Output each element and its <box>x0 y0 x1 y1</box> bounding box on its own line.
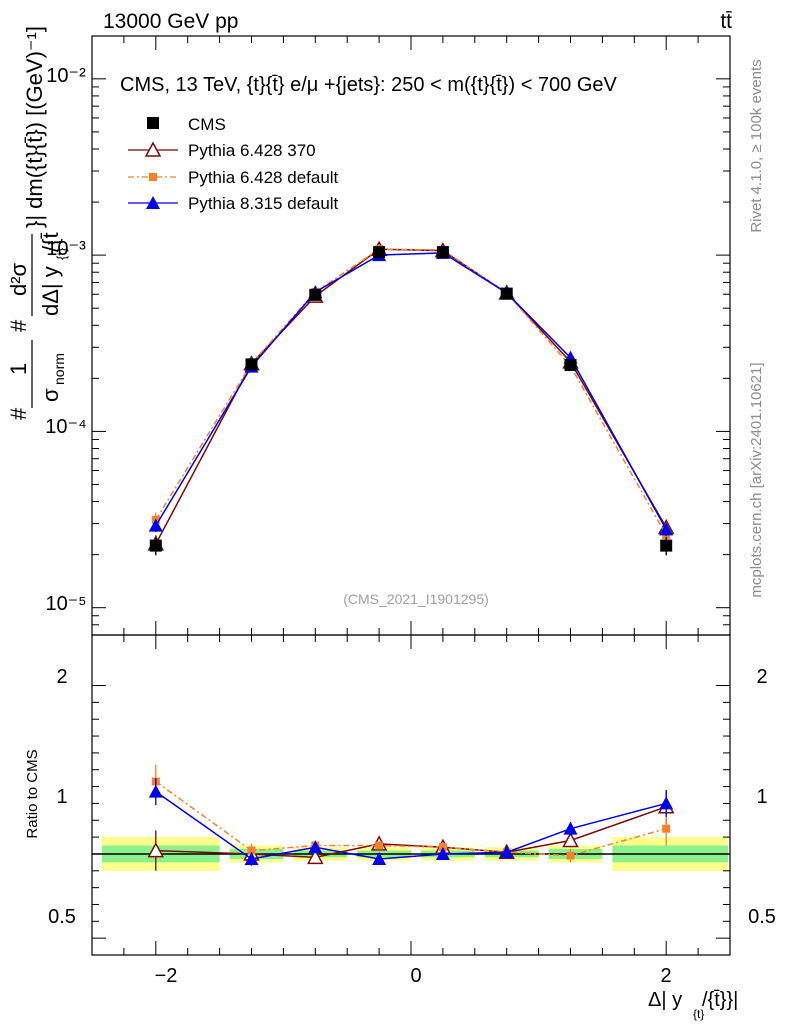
x-title-main: Δ| y <box>648 989 682 1011</box>
legend-label-pythia6-default: Pythia 6.428 default <box>188 168 339 187</box>
ratio-line-pythia6_default <box>155 780 667 857</box>
plot-title: CMS, 13 TeV, {t}{t̄} e/μ +{jets}: 250 < … <box>120 74 618 96</box>
data-point-cms <box>245 358 258 371</box>
legend-marker-pythia6-370 <box>144 141 162 157</box>
data-point-cms <box>436 246 449 259</box>
analysis-watermark: (CMS_2021_I1901295) <box>343 591 489 607</box>
series-line-pythia6_default <box>155 248 667 536</box>
x-title-sub: {t} <box>693 1007 704 1021</box>
ratio-point-pythia8_default <box>148 784 163 798</box>
y-tick-label-1e-2: 10⁻² <box>46 65 86 87</box>
ratio-axis-ticks <box>91 635 731 955</box>
ratio-frame <box>91 634 731 956</box>
main-data-layer <box>147 240 675 556</box>
data-point-cms <box>500 287 513 300</box>
ratio-tick-label-1-right: 1 <box>756 786 767 808</box>
data-point-cms <box>149 539 162 552</box>
ratio-line-pythia6_370 <box>155 806 667 859</box>
y-title-hash: # <box>6 407 31 420</box>
ratio-line-pythia8_default <box>155 791 667 860</box>
ratio-tick-label-2-right: 2 <box>756 666 767 688</box>
ratio-data-layer <box>147 764 675 871</box>
mcplots-label: mcplots.cern.ch [arXiv:2401.10621] <box>748 362 765 597</box>
y-title-ddelta: dΔ| y <box>38 266 63 316</box>
ratio-tick-label-2-left: 2 <box>56 666 67 688</box>
ratio-y-axis-title: Ratio to CMS <box>24 749 41 838</box>
series-line-pythia8_default <box>155 252 667 530</box>
y-title-d2sigma: d²σ <box>6 262 31 296</box>
ratio-point-pythia8_default <box>308 840 323 854</box>
ratio-point-pythia6_default <box>375 841 384 850</box>
data-point-cms <box>373 246 386 259</box>
legend-label-cms: CMS <box>188 115 226 134</box>
x-title-tail: /{t̄}}| <box>702 989 738 1011</box>
y-title-tail: }| dm({t}{t̄}) [(GeV)⁻¹] <box>22 26 47 228</box>
y-tick-label-1e-3: 10⁻³ <box>46 238 86 260</box>
y-title-one: 1 <box>6 363 31 375</box>
main-y-axis-title: # 1 σ norm # d²σ dΔ| y {t} /{t̄ }| dm({t… <box>6 26 69 420</box>
data-point-pythia8_default <box>148 518 163 532</box>
ratio-point-pythia8_default <box>563 821 578 835</box>
ratio-point-pythia8_default <box>659 796 674 810</box>
x-tick-label-2: 2 <box>660 965 671 987</box>
main-axis-ticks <box>91 36 731 636</box>
ratio-point-pythia8_default <box>435 846 450 860</box>
rivet-version-label: Rivet 4.1.0, ≥ 100k events <box>748 59 765 232</box>
legend-marker-pythia6-default <box>149 173 157 181</box>
data-point-cms <box>660 539 673 552</box>
y-title-sigma: σ <box>38 388 63 402</box>
ratio-point-pythia6_default <box>247 846 256 855</box>
x-tick-label-0: 0 <box>410 965 421 987</box>
ratio-point-pythia8_default <box>244 852 259 865</box>
y-title-sub-t: {t} <box>54 247 69 260</box>
x-tick-label-minus2: −2 <box>155 965 178 987</box>
y-title-hash2: # <box>6 319 31 332</box>
data-point-cms <box>564 359 577 372</box>
ratio-point-pythia8_default <box>499 845 514 859</box>
series-line-pythia6_370 <box>155 248 667 545</box>
ratio-point-pythia6_370 <box>562 831 579 848</box>
legend-marker-pythia8-default <box>146 196 160 209</box>
ratio-tick-label-0.5-right: 0.5 <box>748 906 776 928</box>
legend-marker-cms <box>147 117 159 129</box>
ratio-point-pythia6_370 <box>307 848 324 865</box>
ratio-point-pythia6_default <box>662 824 671 833</box>
energy-label: 13000 GeV pp <box>103 10 238 33</box>
data-point-cms <box>309 288 322 301</box>
x-axis-title: Δ| y {t} /{t̄}}| <box>648 989 738 1021</box>
y-tick-label-1e-5: 10⁻⁵ <box>45 593 86 615</box>
data-point-pythia8_default <box>659 522 674 536</box>
ratio-point-pythia8_default <box>372 852 387 865</box>
ratio-tick-label-1-left: 1 <box>56 786 67 808</box>
legend: CMS Pythia 6.428 370 Pythia 6.428 defaul… <box>128 115 339 213</box>
main-y-tick-labels: 10⁻⁵ 10⁻⁴ 10⁻³ 10⁻² <box>45 65 86 615</box>
y-title-slash: /{t̄ <box>38 232 63 252</box>
ratio-point-pythia6_default <box>566 851 575 860</box>
y-title-norm: norm <box>51 353 67 385</box>
process-label: tt̄ <box>720 10 732 33</box>
ratio-tick-label-0.5-left: 0.5 <box>48 906 76 928</box>
y-tick-label-1e-4: 10⁻⁴ <box>45 416 86 438</box>
legend-label-pythia6-370: Pythia 6.428 370 <box>188 141 316 160</box>
ratio-point-pythia6_370 <box>147 841 165 858</box>
legend-label-pythia8-default: Pythia 8.315 default <box>188 194 339 213</box>
